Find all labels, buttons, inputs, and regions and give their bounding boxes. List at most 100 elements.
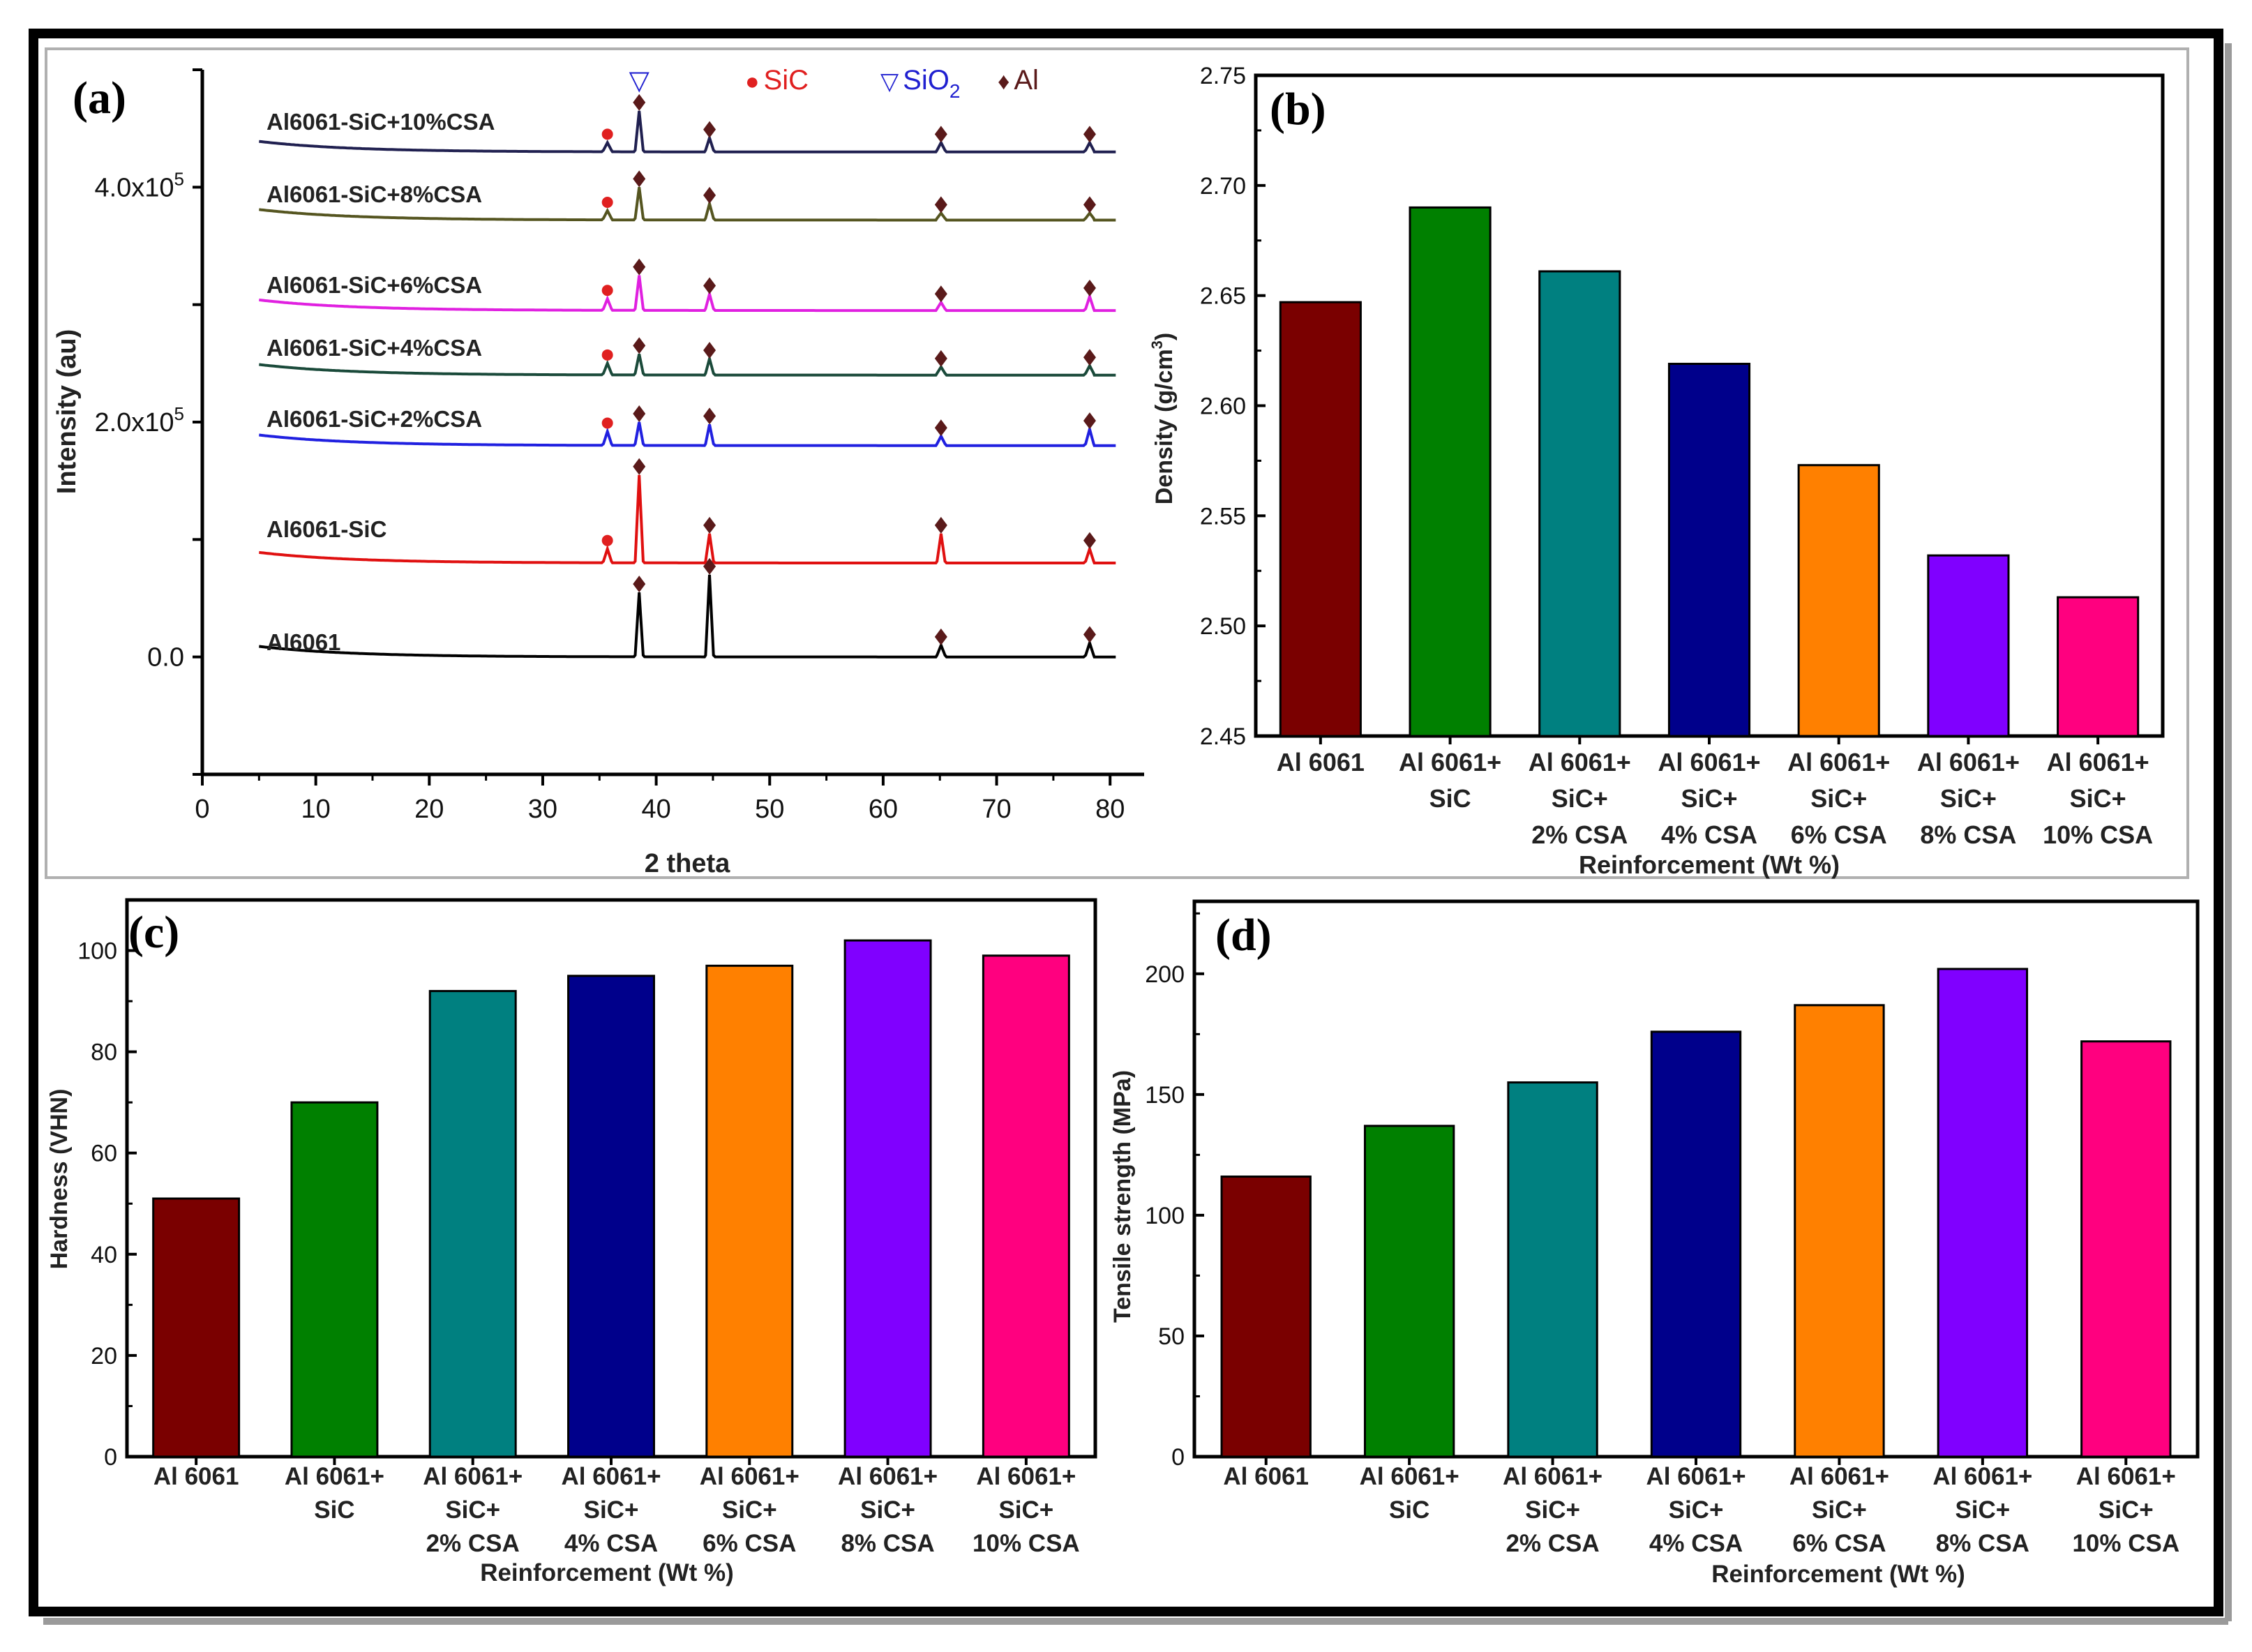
c-bar xyxy=(290,1101,379,1458)
a-x-tick-label: 50 xyxy=(755,795,784,824)
panel-letter-c: (c) xyxy=(128,907,179,958)
d-category-label: SiC xyxy=(1389,1496,1429,1524)
a-al-marker xyxy=(633,458,646,475)
d-category-label: 6% CSA xyxy=(1792,1530,1886,1557)
a-x-tick-label: 80 xyxy=(1095,795,1125,824)
a-series-line xyxy=(259,474,1116,564)
c-category-label: SiC+ xyxy=(998,1496,1053,1524)
a-al-marker xyxy=(633,576,646,593)
a-series-line xyxy=(259,574,1116,659)
c-category-label: 6% CSA xyxy=(703,1530,796,1557)
a-x-tick-label: 70 xyxy=(982,795,1011,824)
a-al-marker xyxy=(934,419,947,437)
c-bar xyxy=(705,964,794,1458)
panel-c-hardness: 0 20 40 60 80 100 Al 6061 Al 6061+ SiC Al 6061+ Si… xyxy=(46,898,1097,1586)
b-bar xyxy=(1279,301,1362,737)
a-series-label: Al6061 xyxy=(267,629,340,655)
b-y-tick-label: 2.75 xyxy=(1200,63,1246,89)
a-al-marker xyxy=(703,121,716,138)
d-y-tick-label: 150 xyxy=(1145,1082,1185,1109)
a-series-line xyxy=(259,421,1116,447)
a-al-marker xyxy=(934,350,947,367)
b-bar xyxy=(1797,464,1880,737)
a-series-line xyxy=(259,187,1116,222)
d-category-label: 10% CSA xyxy=(2072,1530,2179,1557)
a-series-line xyxy=(259,110,1116,153)
c-y-tick-label: 40 xyxy=(91,1242,117,1268)
a-al-marker xyxy=(1083,532,1096,549)
c-category-label: SiC xyxy=(314,1496,354,1524)
b-bar xyxy=(1927,554,2010,737)
panel-b-density: 2.45 2.50 2.55 2.60 2.65 2.70 2.75 Al 6061 Al 60… xyxy=(1148,63,2165,879)
d-category-label: Al 6061+ xyxy=(1932,1463,2032,1490)
a-series-label: Al6061-SiC+2%CSA xyxy=(267,406,482,432)
c-y-axis-label: Hardness (VHN) xyxy=(46,1089,73,1270)
a-legend-sic: ● SiC xyxy=(745,65,809,96)
b-category-label: Al 6061+ xyxy=(2047,748,2149,776)
c-category-label: SiC+ xyxy=(584,1496,639,1524)
a-al-marker xyxy=(633,337,646,354)
d-category-label: SiC+ xyxy=(1525,1496,1580,1524)
a-series-label: Al6061-SiC xyxy=(267,516,386,542)
c-y-tick-label: 0 xyxy=(104,1444,117,1471)
c-category-label: 4% CSA xyxy=(564,1530,658,1557)
a-al-marker xyxy=(1083,196,1096,213)
b-category-label: Al 6061+ xyxy=(1658,748,1760,776)
a-x-tick-label: 20 xyxy=(414,795,444,824)
top-panels-frame xyxy=(45,47,2189,879)
d-category-label: Al 6061+ xyxy=(1360,1463,1459,1490)
a-sic-marker xyxy=(601,349,613,361)
d-bar xyxy=(1363,1125,1455,1458)
b-y-axis-label: Density (g/cm3) xyxy=(1148,333,1178,505)
a-series-label: Al6061-SiC+6%CSA xyxy=(267,272,482,298)
d-category-label: Al 6061+ xyxy=(2076,1463,2176,1490)
a-al-marker xyxy=(1083,349,1096,366)
a-legend-al: ♦ Al xyxy=(998,65,1039,96)
c-bar xyxy=(982,954,1070,1458)
b-category-label: SiC+ xyxy=(1940,784,1997,813)
c-category-label: 2% CSA xyxy=(426,1530,520,1557)
b-category-label: SiC xyxy=(1429,784,1471,813)
a-al-marker xyxy=(1083,279,1096,296)
d-x-axis-label: Reinforcement (Wt %) xyxy=(1711,1561,1965,1588)
b-bar xyxy=(1538,270,1621,737)
b-bar xyxy=(1409,206,1492,737)
b-category-label: Al 6061 xyxy=(1277,748,1365,776)
c-y-tick-label: 20 xyxy=(91,1343,117,1369)
b-category-label: Al 6061+ xyxy=(1917,748,2020,776)
a-al-marker xyxy=(703,516,716,534)
b-y-tick-label: 2.50 xyxy=(1200,613,1246,640)
d-category-label: Al 6061+ xyxy=(1789,1463,1889,1490)
a-y-axis-label: Intensity (au) xyxy=(52,329,82,494)
d-category-label: SiC+ xyxy=(2099,1496,2154,1524)
a-sic-marker xyxy=(601,197,613,208)
a-sic-marker xyxy=(601,128,613,140)
c-category-label: Al 6061+ xyxy=(285,1463,384,1490)
d-y-tick-label: 200 xyxy=(1145,961,1185,988)
b-y-tick-label: 2.60 xyxy=(1200,393,1246,420)
a-al-marker xyxy=(633,258,646,276)
a-al-marker xyxy=(703,277,716,294)
c-category-label: 10% CSA xyxy=(973,1530,1080,1557)
b-x-axis-label: Reinforcement (Wt %) xyxy=(1579,850,1840,879)
a-y-tick-label: 4.0x105 xyxy=(94,168,184,202)
a-al-marker xyxy=(934,628,947,645)
a-al-marker xyxy=(633,93,646,111)
d-category-label: 8% CSA xyxy=(1936,1530,2029,1557)
panel-letter-b: (b) xyxy=(1270,84,1326,135)
c-y-tick-label: 80 xyxy=(91,1039,117,1066)
b-category-label: 10% CSA xyxy=(2043,820,2153,849)
c-category-label: 8% CSA xyxy=(841,1530,934,1557)
c-category-label: SiC+ xyxy=(722,1496,777,1524)
b-y-tick-label: 2.70 xyxy=(1200,173,1246,200)
c-y-tick-label: 100 xyxy=(77,938,117,965)
b-category-label: Al 6061+ xyxy=(1399,748,1501,776)
a-x-tick-label: 40 xyxy=(641,795,670,824)
c-category-label: Al 6061 xyxy=(153,1463,239,1490)
b-category-label: 6% CSA xyxy=(1791,820,1887,849)
b-category-label: Al 6061+ xyxy=(1529,748,1631,776)
b-category-label: Al 6061+ xyxy=(1787,748,1890,776)
c-category-label: SiC+ xyxy=(445,1496,500,1524)
c-bar xyxy=(567,975,655,1458)
c-y-tick-label: 60 xyxy=(91,1141,117,1167)
